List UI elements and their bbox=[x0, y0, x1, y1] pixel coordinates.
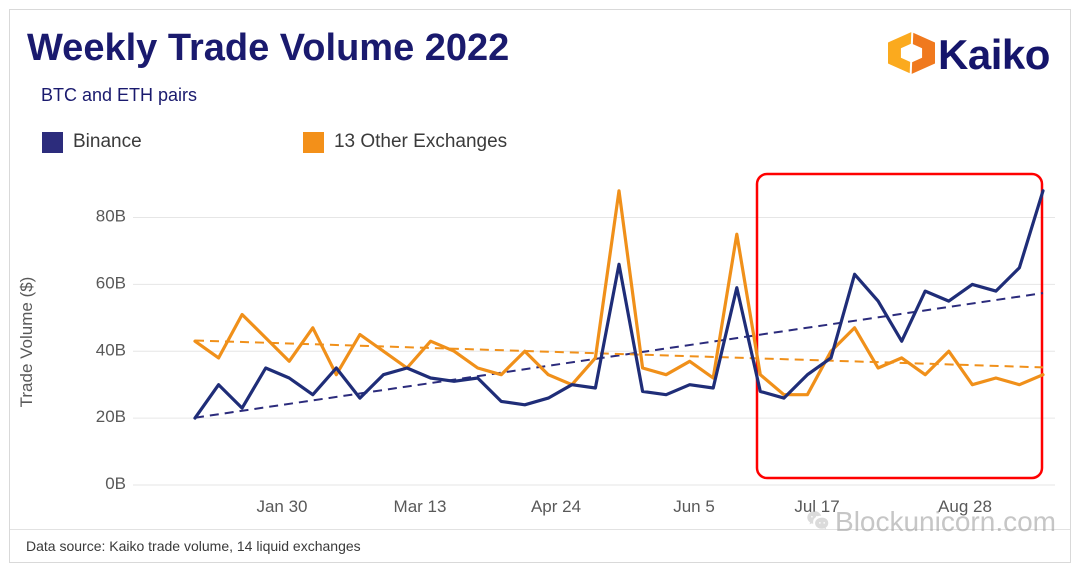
svg-text:40B: 40B bbox=[96, 340, 126, 359]
svg-text:Jun 5: Jun 5 bbox=[673, 497, 715, 516]
svg-text:0B: 0B bbox=[105, 474, 126, 493]
svg-text:Trade Volume ($): Trade Volume ($) bbox=[17, 277, 36, 408]
svg-text:Mar 13: Mar 13 bbox=[394, 497, 447, 516]
svg-text:80B: 80B bbox=[96, 207, 126, 226]
svg-text:60B: 60B bbox=[96, 273, 126, 292]
svg-text:20B: 20B bbox=[96, 407, 126, 426]
svg-text:Jan 30: Jan 30 bbox=[256, 497, 307, 516]
svg-text:Apr 24: Apr 24 bbox=[531, 497, 581, 516]
